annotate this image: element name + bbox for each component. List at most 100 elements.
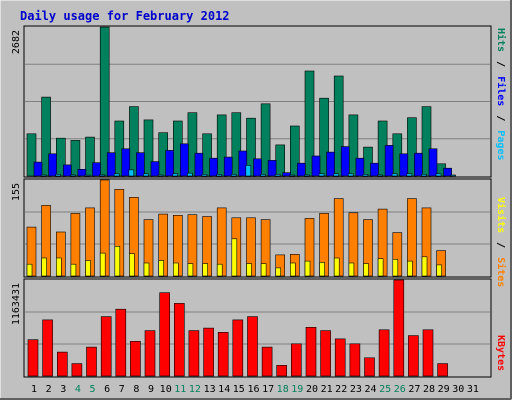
pages-bar bbox=[377, 174, 383, 177]
pages-bar bbox=[362, 174, 369, 177]
x-axis-day-labels: 1 2 3 4 5 6 7 8 9 10 11 12 13 14 15 16 17 18 19 20 21 22 23 24 2… bbox=[31, 384, 479, 395]
kbytes-bar bbox=[159, 292, 170, 377]
files-bar bbox=[92, 162, 101, 177]
kbytes-bar bbox=[42, 319, 53, 377]
pages-bar bbox=[230, 174, 237, 177]
visits-bar bbox=[70, 263, 77, 277]
kbytes-bar bbox=[217, 331, 229, 377]
visits-bar bbox=[304, 260, 311, 277]
kbytes-bar bbox=[100, 316, 112, 377]
files-bar bbox=[121, 148, 131, 177]
pages-bar bbox=[157, 174, 164, 177]
kbytes-bar bbox=[56, 351, 68, 377]
kbytes-bar bbox=[27, 339, 39, 377]
x-tick-label: 9 bbox=[148, 384, 154, 395]
kbytes-bar bbox=[305, 326, 317, 377]
y-label-visits: Visits bbox=[495, 197, 507, 233]
visits-bar bbox=[216, 263, 223, 277]
visits-bar bbox=[187, 263, 194, 277]
pages-bar bbox=[274, 174, 281, 177]
visits-bar bbox=[348, 262, 355, 277]
visits-bar bbox=[407, 260, 413, 277]
x-tick-label: 12 bbox=[189, 384, 201, 395]
pages-bar bbox=[421, 174, 427, 177]
x-tick-label: 28 bbox=[423, 384, 435, 395]
max-value-label: 2682 bbox=[11, 30, 22, 54]
files-bar bbox=[414, 152, 423, 177]
x-tick-label: 3 bbox=[60, 384, 66, 395]
x-tick-label: 8 bbox=[133, 384, 139, 395]
visits-bar bbox=[421, 256, 428, 277]
visits-bar bbox=[158, 260, 164, 277]
visits-bar bbox=[173, 262, 179, 277]
visits-bar bbox=[260, 263, 267, 277]
files-bar bbox=[136, 152, 145, 177]
y-label-hits: Hits bbox=[495, 28, 507, 52]
pages-bar bbox=[99, 174, 105, 177]
pages-bar bbox=[318, 173, 325, 177]
visits-bar bbox=[202, 263, 208, 277]
files-bar bbox=[296, 162, 306, 177]
kbytes-bar bbox=[86, 346, 97, 377]
visits-bar bbox=[246, 263, 252, 277]
kbytes-bar bbox=[393, 279, 405, 377]
files-bar bbox=[443, 167, 452, 177]
pages-bar bbox=[201, 174, 208, 177]
kbytes-bar bbox=[144, 330, 156, 377]
pages-bar bbox=[55, 174, 61, 177]
y-label-sep: / bbox=[495, 115, 506, 121]
visits-bar bbox=[129, 253, 135, 277]
x-tick-label: 22 bbox=[335, 384, 347, 395]
files-bar bbox=[311, 155, 321, 177]
max-value-label: 155 bbox=[11, 183, 22, 201]
x-tick-label: 23 bbox=[350, 384, 362, 395]
kbytes-bar bbox=[422, 329, 434, 377]
files-bar bbox=[384, 145, 394, 177]
pages-bar bbox=[260, 174, 266, 177]
x-tick-label: 10 bbox=[160, 384, 172, 395]
y-label-sep: / bbox=[495, 61, 506, 67]
visits-bar bbox=[319, 262, 325, 277]
files-bar bbox=[399, 153, 409, 177]
pages-bar bbox=[128, 169, 135, 177]
pages-bar bbox=[289, 174, 296, 177]
pages-bar bbox=[347, 173, 354, 177]
visits-bar bbox=[392, 258, 399, 277]
files-bar bbox=[428, 148, 438, 177]
panel-bars bbox=[27, 279, 448, 377]
visits-bar bbox=[143, 262, 150, 277]
kbytes-bar bbox=[247, 316, 258, 377]
pages-bar bbox=[245, 165, 252, 177]
panel-bars bbox=[26, 179, 446, 277]
pages-bar bbox=[172, 173, 178, 177]
files-bar bbox=[253, 158, 262, 177]
files-bar bbox=[48, 153, 57, 177]
sites-visits-panel: 155 Visits / Sites bbox=[11, 178, 507, 287]
x-tick-label: 4 bbox=[75, 384, 81, 395]
pages-bar bbox=[450, 174, 456, 177]
x-tick-label: 13 bbox=[204, 384, 216, 395]
files-bar bbox=[370, 162, 379, 177]
visits-bar bbox=[231, 238, 238, 277]
x-tick-label: 11 bbox=[174, 384, 186, 395]
x-tick-label: 14 bbox=[218, 384, 230, 395]
kbytes-bar bbox=[115, 308, 127, 377]
x-tick-label: 16 bbox=[247, 384, 259, 395]
y-label-sep: / bbox=[495, 242, 506, 248]
files-bar bbox=[150, 161, 160, 177]
pages-bar bbox=[113, 173, 120, 177]
pages-bar bbox=[303, 174, 310, 177]
pages-bar bbox=[391, 173, 398, 177]
pages-bar bbox=[187, 172, 193, 177]
files-bar bbox=[209, 157, 218, 177]
x-tick-label: 24 bbox=[364, 384, 376, 395]
x-tick-label: 17 bbox=[262, 384, 274, 395]
y-axis-label: Visits / Sites bbox=[495, 197, 507, 287]
x-tick-label: 5 bbox=[89, 384, 95, 395]
files-bar bbox=[33, 161, 43, 177]
kbytes-bar bbox=[334, 338, 346, 377]
x-tick-label: 31 bbox=[467, 384, 479, 395]
kbytes-bar bbox=[364, 357, 375, 377]
visits-bar bbox=[333, 257, 340, 277]
